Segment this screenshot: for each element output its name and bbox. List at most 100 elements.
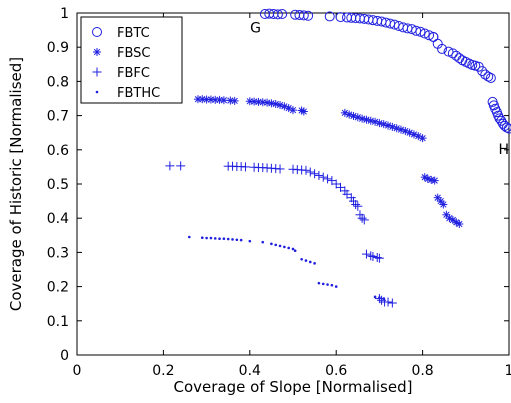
data-point-fbfc <box>353 201 363 211</box>
series-fbthc <box>188 235 386 300</box>
data-point-fbtc <box>277 9 288 20</box>
data-point-fbthc <box>317 281 321 285</box>
data-point-fbthc <box>382 297 386 300</box>
data-point-fbsc <box>455 220 464 229</box>
data-point-fbtc <box>443 46 454 57</box>
data-point-fbfc <box>305 167 315 177</box>
data-point-fbfc <box>351 200 361 210</box>
data-point-fbtc <box>494 113 505 124</box>
data-point-fbthc <box>321 282 325 286</box>
legend-box <box>80 16 183 104</box>
annotation-label: H <box>499 142 510 158</box>
data-point-fbtc <box>480 69 491 80</box>
data-point-fbthc <box>293 249 297 252</box>
data-point-fbthc <box>226 237 230 241</box>
data-point-fbthc <box>213 237 217 240</box>
data-point-fbtc <box>501 122 511 133</box>
annotations: GH <box>250 21 509 158</box>
data-point-fbtc <box>493 110 504 121</box>
x-axis-label: Coverage of Slope [Normalised] <box>174 378 413 396</box>
data-point-fbfc <box>310 169 320 179</box>
legend-label: FBFC <box>117 66 150 81</box>
data-point-fbthc <box>222 237 226 241</box>
data-point-fbfc <box>176 161 186 171</box>
legend-label: FBTC <box>117 26 150 41</box>
data-point-fbsc <box>430 176 439 185</box>
data-point-fbtc <box>496 115 507 126</box>
legend-marker-fbfc <box>92 67 102 77</box>
data-point-fbfc <box>357 213 367 223</box>
data-point-fbthc <box>278 244 282 248</box>
data-point-fbfc <box>366 251 376 261</box>
data-point-fbthc <box>378 296 381 299</box>
y-tick-label: 0.4 <box>47 211 69 227</box>
data-point-fbtc <box>437 43 448 54</box>
x-tick-label: 0.6 <box>325 363 347 379</box>
y-tick-label: 0.9 <box>47 40 69 56</box>
legend-label: FBTHC <box>117 86 160 101</box>
data-point-fbthc <box>283 245 286 249</box>
data-point-fbthc <box>300 257 303 261</box>
y-tick-label: 0 <box>60 348 69 364</box>
data-point-fbsc <box>362 115 371 124</box>
data-point-fbthc <box>218 237 221 241</box>
data-point-fbthc <box>326 283 329 286</box>
data-point-fbtc <box>485 72 496 83</box>
data-point-fbfc <box>361 249 371 259</box>
data-point-fbtc <box>298 10 309 21</box>
data-point-fbsc <box>289 106 297 115</box>
data-point-fbtc <box>497 118 508 129</box>
y-tick-label: 0.5 <box>47 177 69 193</box>
y-tick-label: 0.6 <box>47 143 69 159</box>
data-point-fbthc <box>274 243 278 247</box>
data-point-fbfc <box>383 297 393 307</box>
data-point-fbfc <box>301 165 311 175</box>
series-fbtc <box>259 8 511 134</box>
data-point-fbthc <box>330 283 334 287</box>
data-marks <box>165 8 511 308</box>
data-point-fbfc <box>314 170 324 180</box>
data-point-fbsc <box>267 99 276 108</box>
data-point-fbthc <box>270 242 273 246</box>
data-point-fbfc <box>387 298 397 308</box>
data-point-fbfc <box>323 174 333 184</box>
data-point-fbtc <box>424 30 435 41</box>
series-fbsc <box>193 95 464 229</box>
y-axis-label: Coverage of Historic [Normalised] <box>7 57 25 311</box>
x-tick-label: 0.8 <box>411 363 433 379</box>
data-point-fbfc <box>374 253 384 263</box>
legend-label: FBSC <box>117 46 151 61</box>
data-point-fbthc <box>248 239 252 243</box>
data-point-fbsc <box>439 200 448 209</box>
y-tick-label: 0.1 <box>47 314 69 330</box>
data-point-fbthc <box>313 262 316 265</box>
data-point-fbtc <box>324 11 335 22</box>
data-point-fbtc <box>477 66 488 77</box>
data-point-fbtc <box>303 10 314 21</box>
x-tick-label: 1 <box>505 363 511 379</box>
data-point-fbthc <box>304 259 308 262</box>
y-tick-label: 0.3 <box>47 245 69 261</box>
data-point-fbtc <box>483 71 494 82</box>
data-point-fbfc <box>275 164 285 174</box>
data-point-fbfc <box>165 161 175 171</box>
data-point-fbthc <box>291 247 295 251</box>
data-point-fbfc <box>372 253 382 263</box>
data-point-fbthc <box>231 238 234 241</box>
axis-ticks: 0 0.2 0.4 0.6 0.8 1 0 0.1 0.2 0.3 0.4 0.5 0.6 0.7 0.8 0… <box>47 6 511 379</box>
data-point-fbfc <box>368 252 378 262</box>
x-tick-label: 0.4 <box>239 363 261 379</box>
data-point-fbtc <box>415 26 426 37</box>
data-point-fbthc <box>373 295 377 299</box>
data-point-fbtc <box>447 48 458 59</box>
x-tick-label: 0 <box>73 363 82 379</box>
legend-marker-fbtc <box>92 27 102 37</box>
annotation-label: G <box>250 21 261 37</box>
data-point-fbthc <box>261 240 265 244</box>
legend-marker-fbsc <box>93 48 101 56</box>
data-point-fbtc <box>335 12 346 23</box>
data-point-fbthc <box>334 285 338 288</box>
data-point-fbtc <box>504 123 511 134</box>
